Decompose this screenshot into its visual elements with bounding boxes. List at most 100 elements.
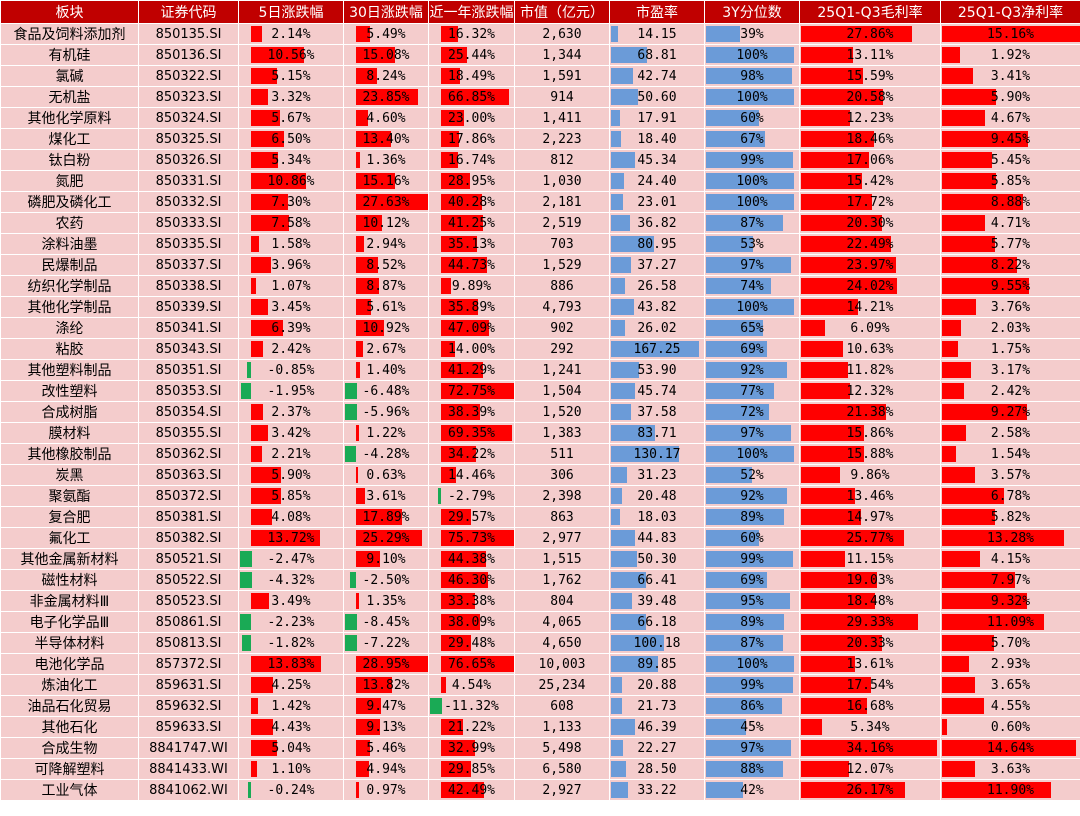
cell-value: 1.35% bbox=[366, 593, 406, 609]
value-bar bbox=[356, 194, 428, 210]
table-row[interactable]: 半导体材料 850813.SI -1.82% -7.22% 29.48% 4,650 100… bbox=[0, 632, 1080, 654]
table-row[interactable]: 聚氨酯 850372.SI 5.85% 3.61% -2.79% 2,398 20.48 92… bbox=[0, 485, 1080, 507]
table-row[interactable]: 煤化工 850325.SI 6.50% 13.40% 17.86% 2,223 18.40 6… bbox=[0, 128, 1080, 150]
value-bar bbox=[942, 341, 959, 357]
change-30d-cell: 5.61% bbox=[343, 296, 429, 318]
table-row[interactable]: 氟化工 850382.SI 13.72% 25.29% 75.73% 2,977 44.83… bbox=[0, 527, 1080, 549]
table-row[interactable]: 涤纶 850341.SI 6.39% 10.92% 47.09% 902 26.02 65% 6… bbox=[0, 317, 1080, 339]
table-row[interactable]: 其他金属新材料 850521.SI -2.47% 9.10% 44.38% 1,515 50… bbox=[0, 548, 1080, 570]
value-bar bbox=[801, 656, 856, 672]
cell-value: 6.50% bbox=[271, 131, 311, 147]
table-row[interactable]: 膜材料 850355.SI 3.42% 1.22% 69.35% 1,383 83.71 97… bbox=[0, 422, 1080, 444]
change-1y-cell: 17.86% bbox=[428, 128, 515, 150]
value-bar bbox=[942, 404, 1027, 420]
cell-value: 66.18 bbox=[637, 614, 677, 630]
cell-value: 10.56% bbox=[267, 47, 315, 63]
table-row[interactable]: 工业气体 8841062.WI -0.24% 0.97% 42.49% 2,927 33.2… bbox=[0, 779, 1080, 801]
table-row[interactable]: 其他橡胶制品 850362.SI 2.21% -4.28% 34.22% 511 130.1… bbox=[0, 443, 1080, 465]
cell-value: 5.49% bbox=[366, 26, 406, 42]
value-bar bbox=[251, 131, 284, 147]
cell-value: 5.77% bbox=[990, 236, 1031, 252]
gross-margin-cell: 15.88% bbox=[799, 443, 941, 465]
cell-value: 17.86% bbox=[448, 131, 495, 147]
cell-value: 13.72% bbox=[267, 530, 315, 546]
header-code[interactable]: 证券代码 bbox=[138, 0, 239, 24]
gross-margin-cell: 20.58% bbox=[799, 86, 941, 108]
table-row[interactable]: 纺织化学制品 850338.SI 1.07% 8.87% 9.89% 886 26.58 74… bbox=[0, 275, 1080, 297]
value-bar bbox=[706, 152, 794, 168]
value-bar bbox=[251, 257, 272, 273]
cell-value: 99% bbox=[740, 152, 764, 168]
value-bar bbox=[801, 488, 855, 504]
cell-value: 4.60% bbox=[366, 110, 406, 126]
cell-value: 53% bbox=[740, 236, 764, 252]
header-gross-margin[interactable]: 25Q1-Q3毛利率 bbox=[799, 0, 941, 24]
table-row[interactable]: 电池化学品 857372.SI 13.83% 28.95% 76.65% 10,003 89… bbox=[0, 653, 1080, 675]
cell-value: 95% bbox=[740, 593, 764, 609]
value-bar bbox=[356, 215, 383, 231]
cell-value: 44.83 bbox=[637, 530, 677, 546]
cell-value: 33.38% bbox=[448, 593, 495, 609]
net-margin-cell: 4.67% bbox=[940, 107, 1080, 129]
value-bar bbox=[345, 404, 357, 420]
table-row[interactable]: 其他化学原料 850324.SI 5.67% 4.60% 23.00% 1,411 17.9… bbox=[0, 107, 1080, 129]
table-row[interactable]: 磁性材料 850522.SI -4.32% -2.50% 46.30% 1,762 66.4… bbox=[0, 569, 1080, 591]
header-sector[interactable]: 板块 bbox=[0, 0, 139, 24]
table-row[interactable]: 油品石化贸易 859632.SI 1.42% 9.47% -11.32% 608 21.73… bbox=[0, 695, 1080, 717]
market-cap-cell: 2,977 bbox=[514, 527, 610, 549]
table-row[interactable]: 涂料油墨 850335.SI 1.58% 2.94% 35.13% 703 80.95 53%… bbox=[0, 233, 1080, 255]
cell-value: 6.39% bbox=[271, 320, 311, 336]
cell-value: 1.54% bbox=[990, 446, 1031, 462]
table-row[interactable]: 有机硅 850136.SI 10.56% 15.08% 25.44% 1,344 68.81… bbox=[0, 44, 1080, 66]
header-30d-change[interactable]: 30日涨跌幅 bbox=[343, 0, 429, 24]
header-5d-change[interactable]: 5日涨跌幅 bbox=[238, 0, 344, 24]
table-row[interactable]: 民爆制品 850337.SI 3.96% 8.52% 44.73% 1,529 37.27 9… bbox=[0, 254, 1080, 276]
net-margin-cell: 2.93% bbox=[940, 653, 1080, 675]
header-1y-change[interactable]: 近一年涨跌幅 bbox=[428, 0, 515, 24]
security-code-cell: 850362.SI bbox=[138, 443, 239, 465]
change-1y-cell: 29.48% bbox=[428, 632, 515, 654]
table-row[interactable]: 可降解塑料 8841433.WI 1.10% 4.94% 29.85% 6,580 28.5… bbox=[0, 758, 1080, 780]
header-3y-percentile[interactable]: 3Y分位数 bbox=[704, 0, 800, 24]
value-bar bbox=[356, 719, 380, 735]
table-row[interactable]: 电子化学品Ⅲ 850861.SI -2.23% -8.45% 38.09% 4,065 66… bbox=[0, 611, 1080, 633]
table-row[interactable]: 其他塑料制品 850351.SI -0.85% 1.40% 41.29% 1,241 53.… bbox=[0, 359, 1080, 381]
header-net-margin[interactable]: 25Q1-Q3净利率 bbox=[940, 0, 1080, 24]
security-code-cell: 850323.SI bbox=[138, 86, 239, 108]
gross-margin-cell: 6.09% bbox=[799, 317, 941, 339]
header-market-cap[interactable]: 市值（亿元） bbox=[514, 0, 610, 24]
table-row[interactable]: 炭黑 850363.SI 5.90% 0.63% 14.46% 306 31.23 52% 9.… bbox=[0, 464, 1080, 486]
percentile-3y-cell: 89% bbox=[704, 611, 800, 633]
header-pe[interactable]: 市盈率 bbox=[609, 0, 705, 24]
value-bar bbox=[801, 89, 883, 105]
cell-value: 3.76% bbox=[990, 299, 1031, 315]
value-bar bbox=[611, 68, 634, 84]
table-row[interactable]: 氮肥 850331.SI 10.86% 15.16% 28.95% 1,030 24.40 1… bbox=[0, 170, 1080, 192]
value-bar bbox=[706, 194, 794, 210]
value-bar bbox=[251, 761, 257, 777]
cell-value: 12.32% bbox=[846, 383, 894, 399]
cell-value: 9.86% bbox=[850, 467, 890, 483]
table-row[interactable]: 合成生物 8841747.WI 5.04% 5.46% 32.99% 5,498 22.27… bbox=[0, 737, 1080, 759]
table-row[interactable]: 农药 850333.SI 7.58% 10.12% 41.25% 2,519 36.82 87… bbox=[0, 212, 1080, 234]
table-row[interactable]: 改性塑料 850353.SI -1.95% -6.48% 72.75% 1,504 45.7… bbox=[0, 380, 1080, 402]
table-row[interactable]: 磷肥及磷化工 850332.SI 7.30% 27.63% 40.28% 2,181 23.… bbox=[0, 191, 1080, 213]
table-row[interactable]: 其他石化 859633.SI 4.43% 9.13% 21.22% 1,133 46.39 4… bbox=[0, 716, 1080, 738]
table-row[interactable]: 其他化学制品 850339.SI 3.45% 5.61% 35.89% 4,793 43.8… bbox=[0, 296, 1080, 318]
table-row[interactable]: 无机盐 850323.SI 3.32% 23.85% 66.85% 914 50.60 100… bbox=[0, 86, 1080, 108]
table-row[interactable]: 食品及饲料添加剂 850135.SI 2.14% 5.49% 16.32% 2,630 14… bbox=[0, 23, 1080, 45]
table-row[interactable]: 非金属材料Ⅲ 850523.SI 3.49% 1.35% 33.38% 804 39.48 9… bbox=[0, 590, 1080, 612]
gross-margin-cell: 11.82% bbox=[799, 359, 941, 381]
cell-value: 5.15% bbox=[271, 68, 311, 84]
table-row[interactable]: 合成树脂 850354.SI 2.37% -5.96% 38.39% 1,520 37.58… bbox=[0, 401, 1080, 423]
table-row[interactable]: 复合肥 850381.SI 4.08% 17.89% 29.57% 863 18.03 89%… bbox=[0, 506, 1080, 528]
pe-cell: 17.91 bbox=[609, 107, 705, 129]
table-row[interactable]: 氯碱 850322.SI 5.15% 8.24% 18.49% 1,591 42.74 98%… bbox=[0, 65, 1080, 87]
table-row[interactable]: 炼油化工 859631.SI 4.25% 13.82% 4.54% 25,234 20.88… bbox=[0, 674, 1080, 696]
table-row[interactable]: 钛白粉 850326.SI 5.34% 1.36% 16.74% 812 45.34 99% 1… bbox=[0, 149, 1080, 171]
value-bar bbox=[356, 320, 385, 336]
cell-value: 3.65% bbox=[990, 677, 1031, 693]
table-row[interactable]: 粘胶 850343.SI 2.42% 2.67% 14.00% 292 167.25 69% 1… bbox=[0, 338, 1080, 360]
cell-value: 23.97% bbox=[846, 257, 894, 273]
cell-value: 0.63% bbox=[366, 467, 406, 483]
